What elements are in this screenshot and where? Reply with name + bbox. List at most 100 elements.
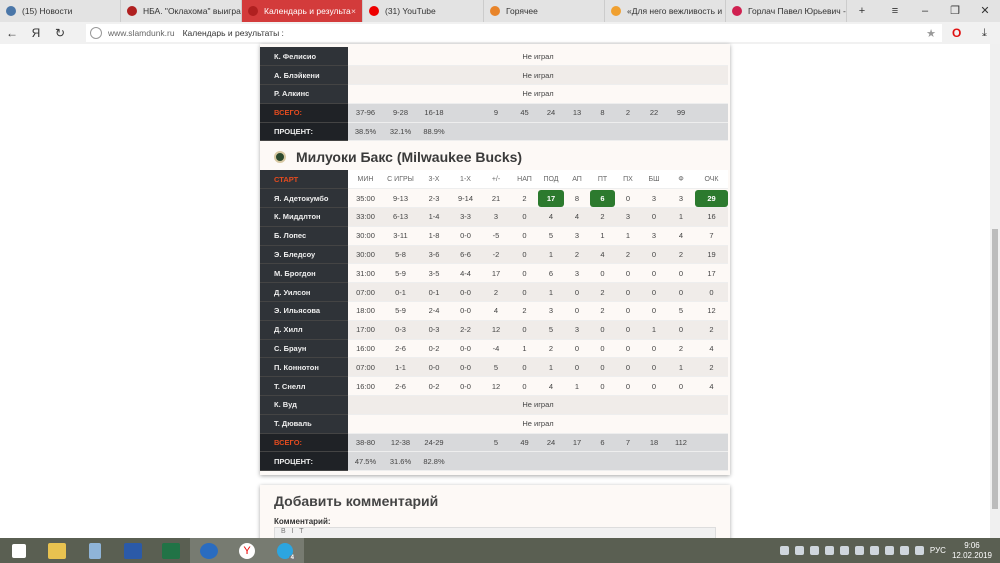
bold-button[interactable]: B bbox=[281, 528, 286, 535]
battery-icon[interactable] bbox=[899, 546, 909, 555]
player-name: Т. Дюваль bbox=[260, 414, 348, 434]
tab-bar: (15) Новости НБА. "Оклахома" выигра Календ… bbox=[0, 0, 1000, 22]
back-icon[interactable]: ← bbox=[6, 26, 18, 40]
stat-highlight: 6 bbox=[590, 189, 615, 207]
scrollbar-thumb[interactable] bbox=[992, 229, 998, 509]
comment-label: Комментарий: bbox=[274, 517, 331, 526]
restore-icon[interactable]: ❐ bbox=[950, 5, 960, 17]
tray-icon[interactable] bbox=[809, 546, 819, 555]
player-row: А. Блэйкени Не играл bbox=[260, 65, 729, 86]
taskbar-telegram[interactable]: 4 bbox=[266, 538, 304, 563]
stat-cell: 4 bbox=[538, 376, 564, 397]
stat-cell: 3 bbox=[615, 207, 641, 227]
stat-cell: 4 bbox=[590, 245, 615, 265]
volume-icon[interactable] bbox=[869, 546, 879, 555]
taskbar-excel[interactable] bbox=[152, 538, 190, 563]
total-cell: 47.5% bbox=[348, 451, 383, 472]
stat-cell: 1-4 bbox=[418, 207, 450, 227]
browser-tab[interactable]: «Для него вежливость и bbox=[605, 0, 726, 22]
percent-label: ПРОЦЕНТ: bbox=[260, 122, 348, 142]
total-cell: 24 bbox=[538, 103, 564, 123]
text-button[interactable]: T bbox=[299, 528, 304, 535]
new-tab-button[interactable]: + bbox=[858, 5, 866, 17]
clock[interactable]: 9:06 12.02.2019 bbox=[952, 541, 992, 561]
total-cell bbox=[695, 433, 728, 453]
tray-icon[interactable] bbox=[794, 546, 804, 555]
browser-tab[interactable]: НБА. "Оклахома" выигра bbox=[121, 0, 242, 22]
stat-cell: 35:00 bbox=[348, 188, 383, 209]
total-cell bbox=[590, 451, 615, 472]
stat-cell: 07:00 bbox=[348, 357, 383, 378]
column-header: ПТ bbox=[590, 170, 615, 190]
stat-cell: 3 bbox=[564, 263, 590, 284]
player-row: Д. Уилсон 07:00 0-1 0-1 0-0 2 0 1 0 2 0 0 0 0 bbox=[260, 282, 728, 303]
bluetooth-icon[interactable] bbox=[824, 546, 834, 555]
total-cell bbox=[667, 451, 695, 472]
stat-cell: 4 bbox=[695, 376, 728, 397]
browser-tab[interactable]: Горлач Павел Юрьевич - bbox=[726, 0, 847, 22]
minimize-icon[interactable]: – bbox=[921, 5, 929, 17]
browser-tab[interactable]: (15) Новости bbox=[0, 0, 121, 22]
close-tab-icon[interactable]: × bbox=[351, 6, 356, 16]
stat-cell: 4 bbox=[538, 207, 564, 227]
total-cell bbox=[538, 451, 564, 472]
download-icon[interactable]: ⤓ bbox=[982, 26, 987, 39]
total-cell bbox=[450, 103, 481, 123]
tray-icon[interactable] bbox=[779, 546, 789, 555]
column-header: ОЧК bbox=[695, 170, 728, 190]
basketball-icon bbox=[248, 6, 258, 16]
reload-icon[interactable]: ↻ bbox=[54, 26, 66, 40]
vk-icon bbox=[6, 6, 16, 16]
start-button[interactable] bbox=[0, 538, 38, 563]
url-input[interactable]: www.slamdunk.ru Календарь и результаты :… bbox=[86, 24, 942, 42]
browser-tab[interactable]: Календарь и результа × bbox=[242, 0, 363, 22]
total-cell: 24 bbox=[538, 433, 564, 453]
stat-cell: 4 bbox=[481, 301, 511, 321]
taskbar-explorer[interactable] bbox=[38, 538, 76, 563]
column-header: 3-Х bbox=[418, 170, 450, 190]
yandex-icon[interactable]: Я bbox=[31, 26, 41, 40]
taskbar-yandex-browser[interactable]: Y bbox=[228, 538, 266, 563]
stat-cell: 3-11 bbox=[383, 226, 418, 246]
player-name: К. Вуд bbox=[260, 395, 348, 415]
column-header: АП bbox=[564, 170, 590, 190]
language-indicator[interactable]: РУС bbox=[929, 546, 946, 555]
bookmark-star-icon[interactable]: ★ bbox=[926, 27, 936, 40]
italic-button[interactable]: I bbox=[291, 528, 294, 535]
stat-cell: 7 bbox=[695, 226, 728, 246]
total-cell bbox=[695, 103, 729, 123]
stat-cell: 3 bbox=[564, 226, 590, 246]
scrollbar[interactable] bbox=[990, 44, 1000, 538]
taskbar-word[interactable] bbox=[114, 538, 152, 563]
total-label: ВСЕГО: bbox=[260, 433, 348, 453]
opera-icon[interactable]: O bbox=[952, 26, 962, 40]
globe-icon bbox=[90, 27, 102, 39]
stat-cell: 0-2 bbox=[418, 376, 450, 397]
stat-cell: -5 bbox=[481, 226, 511, 246]
stat-cell: 9-13 bbox=[383, 188, 418, 209]
flag-icon[interactable] bbox=[914, 546, 924, 555]
browser-tab[interactable]: (31) YouTube bbox=[363, 0, 484, 22]
stat-cell: 0 bbox=[511, 207, 538, 227]
stat-cell: -4 bbox=[481, 339, 511, 359]
stat-cell: 0 bbox=[641, 301, 667, 321]
menu-icon[interactable]: ≡ bbox=[891, 5, 899, 17]
stat-cell: 2 bbox=[667, 245, 695, 265]
stat-cell: 2 bbox=[590, 282, 615, 303]
team2-table: СТАРТ МИН С ИГРЫ 3-Х 1-Х +/- НАП ПОД АП ПТ ПХ БШ Ф ОЧ… bbox=[260, 170, 728, 472]
bucks-logo-icon bbox=[274, 151, 286, 163]
speaker-icon[interactable] bbox=[854, 546, 864, 555]
stat-cell: 0 bbox=[641, 339, 667, 359]
taskbar-thunderbird[interactable] bbox=[190, 538, 228, 563]
usb-icon[interactable] bbox=[839, 546, 849, 555]
total-cell bbox=[667, 122, 695, 142]
player-name: А. Блэйкени bbox=[260, 65, 348, 86]
close-window-icon[interactable]: ✕ bbox=[980, 5, 990, 17]
team2-title: Милуоки Бакс (Milwaukee Bucks) bbox=[274, 149, 522, 165]
total-cell: 88.9% bbox=[418, 122, 450, 142]
browser-tab[interactable]: Горячее bbox=[484, 0, 605, 22]
network-icon[interactable] bbox=[884, 546, 894, 555]
taskbar-calculator[interactable] bbox=[76, 538, 114, 563]
total-cell: 38.5% bbox=[348, 122, 383, 142]
player-name: М. Брогдон bbox=[260, 263, 348, 284]
